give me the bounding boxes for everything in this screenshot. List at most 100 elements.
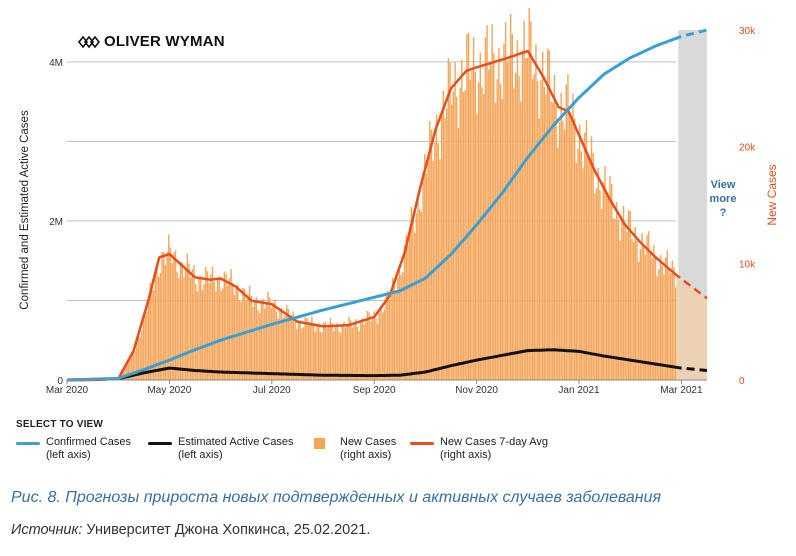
new-cases-bar	[366, 311, 369, 380]
new-cases-bar	[617, 219, 620, 380]
new-cases-bar	[282, 317, 285, 380]
new-cases-bar	[664, 257, 667, 380]
new-cases-bar	[548, 50, 551, 380]
new-cases-bar	[590, 136, 593, 380]
new-cases-bar	[291, 315, 293, 380]
new-cases-bar	[188, 263, 190, 380]
new-cases-bar	[161, 251, 163, 380]
new-cases-bar	[523, 20, 525, 381]
new-cases-bar	[341, 324, 343, 380]
new-cases-bar	[195, 283, 197, 380]
new-cases-bar	[477, 82, 480, 380]
new-cases-bar	[319, 331, 322, 380]
new-cases-bar	[484, 37, 487, 381]
chart-svg: 0 2M 4M 0 10k 20k 30k Mar 2020 May 2020 Jul 2020 S…	[19, 8, 779, 396]
new-cases-bar	[265, 303, 268, 380]
new-cases-bar	[641, 233, 643, 380]
new-cases-bar	[287, 308, 290, 380]
new-cases-bar	[653, 245, 655, 380]
new-cases-bar	[408, 233, 411, 380]
legend-label: Confirmed Cases	[46, 436, 131, 448]
new-cases-bar	[289, 318, 291, 380]
new-cases-bar	[349, 320, 352, 380]
new-cases-bar	[277, 318, 279, 380]
new-cases-bar	[395, 292, 397, 380]
y-right-axis-title: New Cases	[765, 164, 779, 225]
new-cases-bar	[552, 102, 554, 380]
new-cases-bar	[178, 278, 180, 380]
new-cases-bar	[669, 272, 672, 380]
y-left-tick-label: 0	[57, 376, 63, 387]
new-cases-bar	[627, 210, 630, 380]
new-cases-bar	[643, 247, 645, 380]
new-cases-bar	[592, 153, 594, 380]
new-cases-bar	[304, 317, 306, 380]
new-cases-bar	[469, 79, 471, 380]
new-cases-bar	[573, 118, 576, 380]
new-cases-bar	[186, 253, 189, 380]
new-cases-bar	[587, 154, 589, 380]
new-cases-bar	[575, 163, 578, 380]
new-cases-bar	[164, 264, 167, 380]
new-cases-bar	[307, 325, 310, 380]
legend-square-icon	[314, 438, 325, 449]
new-cases-bar	[515, 72, 517, 381]
new-cases-bar	[176, 272, 178, 380]
new-cases-bar	[622, 205, 625, 380]
new-cases-bar	[262, 299, 264, 380]
new-cases-bar	[666, 250, 669, 380]
new-cases-bar	[516, 40, 519, 380]
new-cases-bar	[292, 311, 295, 380]
chart-area: 0 2M 4M 0 10k 20k 30k Mar 2020 May 2020 Jul 2020 S…	[16, 8, 779, 461]
new-cases-bar	[427, 160, 429, 380]
new-cases-bar	[280, 308, 283, 380]
new-cases-bar	[513, 88, 515, 381]
new-cases-bar	[385, 293, 387, 380]
legend-label: New Cases 7-day Avg	[440, 436, 549, 448]
x-tick-label: Sep 2020	[353, 385, 396, 396]
new-cases-bar	[270, 308, 273, 380]
new-cases-bar	[451, 104, 453, 381]
new-cases-bar	[434, 141, 436, 380]
source-label: Источник:	[11, 522, 83, 538]
new-cases-bar	[486, 25, 488, 380]
new-cases-bar	[208, 283, 210, 380]
x-tick-label: Jan 2021	[558, 385, 600, 396]
new-cases-bar	[503, 43, 505, 380]
new-cases-bar	[144, 310, 146, 380]
new-cases-bar	[211, 266, 214, 380]
new-cases-bar	[363, 324, 365, 380]
new-cases-7day-avg-line	[67, 49, 675, 382]
new-cases-bar	[137, 335, 140, 380]
oliver-wyman-logo-icon	[78, 35, 100, 48]
new-cases-bar	[504, 21, 507, 381]
new-cases-bar	[656, 276, 658, 380]
legend-sublabel: (left axis)	[46, 449, 91, 461]
new-cases-bar	[585, 119, 588, 381]
new-cases-bar	[661, 265, 663, 380]
new-cases-bar	[306, 317, 308, 380]
new-cases-bar	[302, 327, 305, 380]
legend-line-icon	[148, 442, 172, 445]
new-cases-bar	[174, 250, 177, 380]
new-cases-bar	[168, 234, 170, 380]
new-cases-bar	[294, 321, 296, 380]
new-cases-bar	[381, 312, 384, 380]
view-more-link[interactable]: View more ?	[704, 178, 742, 220]
new-cases-forecast-area	[676, 275, 707, 380]
new-cases-bar	[237, 284, 239, 380]
new-cases-bar	[634, 227, 637, 380]
new-cases-bar	[565, 84, 567, 380]
new-cases-bar	[607, 199, 610, 380]
new-cases-bar	[619, 240, 621, 380]
new-cases-bar	[132, 352, 135, 380]
new-cases-bar	[183, 277, 185, 380]
new-cases-bar	[429, 121, 431, 380]
new-cases-bar	[149, 282, 151, 380]
oliver-wyman-logo: OLIVER WYMAN	[78, 33, 225, 50]
new-cases-bar	[392, 277, 394, 380]
new-cases-bar	[355, 319, 357, 380]
new-cases-bar	[403, 245, 406, 380]
new-cases-bar	[260, 300, 263, 380]
new-cases-bar	[536, 81, 539, 381]
